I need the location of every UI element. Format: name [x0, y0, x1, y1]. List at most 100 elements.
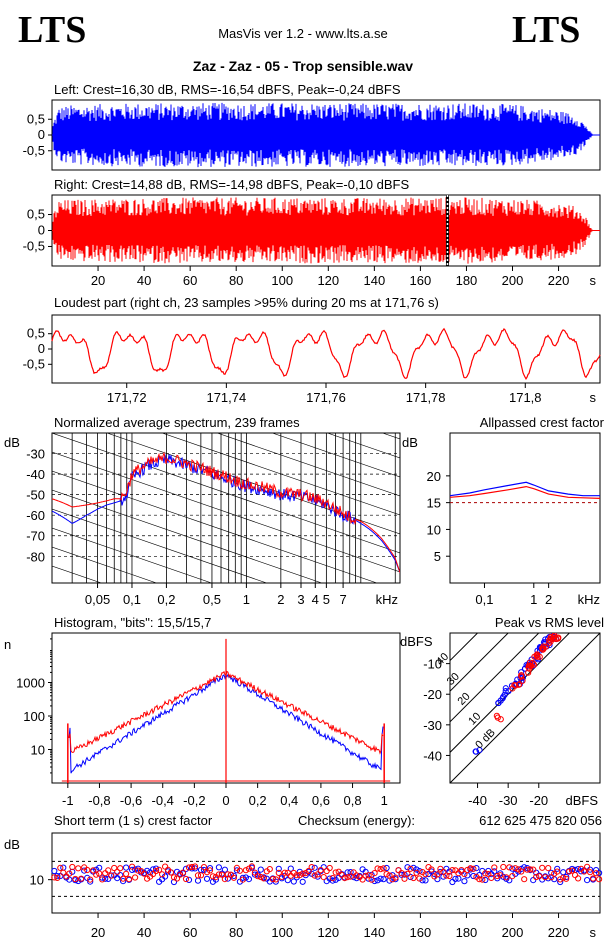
short-term-crest-point: [173, 875, 181, 882]
short-term-crest-point: [503, 874, 510, 881]
short-term-crest-point: [296, 872, 303, 879]
short-term-crest-point: [596, 876, 603, 883]
loudest-part-xtick-label: 171,8: [509, 390, 542, 405]
right-waveform-xtick-label: 160: [410, 273, 432, 288]
short-term-crest-point: [452, 875, 459, 883]
short-term-crest-point: [60, 869, 67, 876]
allpassed-crest-xlabel: kHz: [578, 592, 600, 607]
short-term-crest-point: [179, 869, 187, 876]
short-term-crest-point: [75, 865, 82, 872]
histogram-xtick-label: -0,4: [152, 793, 174, 808]
short-term-crest-point: [482, 876, 489, 884]
short-term-crest-point: [69, 863, 76, 871]
short-term-crest-point: [563, 873, 570, 881]
short-term-crest-point: [566, 868, 573, 875]
short-term-crest-point: [266, 866, 273, 873]
short-term-crest-point: [479, 876, 486, 883]
short-term-crest-point: [401, 871, 408, 878]
histogram-ytick-label: 10: [31, 742, 45, 757]
short-term-crest-point: [329, 875, 336, 882]
allpassed-crest-xtick-label: 2: [545, 592, 552, 607]
short-term-crest-point: [99, 874, 106, 881]
short-term-crest-point: [374, 877, 381, 884]
short-term-crest-xtick-label: 200: [502, 925, 524, 940]
right-waveform-xtick-label: 80: [229, 273, 243, 288]
spectrum-slope-line: [271, 433, 400, 478]
short-term-crest-point: [108, 872, 115, 879]
spectrum-xtick-label: 7: [339, 592, 346, 607]
short-term-crest-point: [560, 874, 567, 881]
short-term-crest-point: [449, 867, 456, 874]
right-waveform-xlabel: s: [590, 273, 597, 288]
short-term-crest-point: [446, 868, 453, 875]
short-term-crest-xtick-label: 40: [137, 925, 151, 940]
short-term-crest-point: [494, 872, 501, 880]
short-term-crest-point: [440, 868, 447, 875]
short-term-crest-point: [416, 868, 423, 875]
short-term-crest-point: [458, 867, 465, 874]
short-term-crest-point: [509, 873, 516, 880]
short-term-crest-point: [554, 865, 561, 872]
short-term-crest-point: [111, 864, 118, 872]
spectrum-xtick-label: 2: [277, 592, 284, 607]
short-term-crest-point: [120, 875, 127, 882]
left-waveform-ytick-label: -0,5: [23, 143, 45, 158]
allpassed-crest-series-line: [449, 481, 600, 497]
left-waveform-ytick-label: 0,5: [27, 111, 45, 126]
spectrum-slope-line: [326, 433, 400, 459]
short-term-crest-point: [153, 865, 160, 872]
short-term-crest-point: [404, 870, 411, 877]
short-term-crest-point: [311, 872, 318, 879]
short-term-crest-point: [230, 872, 237, 880]
short-term-crest-point: [380, 876, 387, 883]
short-term-crest-point: [365, 872, 372, 879]
short-term-crest-point: [215, 871, 222, 878]
short-term-crest-point: [431, 870, 438, 878]
short-term-crest-point: [521, 876, 528, 883]
short-term-crest-point: [422, 877, 429, 884]
short-term-crest-point: [584, 863, 591, 870]
left-waveform-ytick-label: 0: [38, 127, 45, 142]
short-term-crest-point: [389, 876, 396, 883]
peak-vs-rms-point: [500, 693, 507, 700]
peak-vs-rms-point: [515, 681, 522, 688]
short-term-crest-point: [323, 867, 330, 875]
short-term-crest-point: [230, 874, 237, 881]
short-term-crest-point: [117, 872, 124, 879]
short-term-crest-point: [105, 867, 112, 874]
short-term-crest-point: [377, 866, 384, 873]
short-term-crest-point: [257, 873, 264, 881]
short-term-crest-point: [542, 874, 549, 881]
short-term-crest-point: [299, 870, 306, 877]
short-term-crest-xtick-label: 60: [183, 925, 197, 940]
short-term-crest-point: [368, 876, 375, 883]
short-term-crest-xtick-label: 120: [317, 925, 339, 940]
short-term-crest-point: [413, 866, 420, 873]
short-term-crest-point: [275, 865, 282, 872]
short-term-crest-point: [81, 867, 88, 874]
short-term-crest-point: [272, 876, 279, 883]
peak-vs-rms-point: [512, 680, 519, 687]
short-term-crest-xtick-label: 20: [91, 925, 105, 940]
short-term-crest-point: [114, 868, 121, 876]
short-term-crest-point: [347, 873, 354, 880]
spectrum-grid: [52, 433, 400, 583]
short-term-crest-point: [182, 865, 190, 873]
short-term-crest-point: [392, 874, 399, 881]
peak-vs-rms-point: [521, 665, 529, 672]
spectrum-ytick-label: -30: [26, 447, 45, 462]
spectrum-frame: [51, 432, 401, 584]
short-term-crest-point: [482, 870, 489, 877]
peak-vs-rms-ytick-label: -20: [423, 687, 442, 702]
spectrum-ytick-label: -40: [26, 467, 45, 482]
short-term-crest-point: [488, 874, 495, 882]
right-waveform-ytick-label: 0,5: [27, 207, 45, 222]
short-term-crest-point: [491, 868, 498, 875]
spectrum-slope-line: [52, 451, 400, 573]
short-term-crest-point: [584, 877, 591, 884]
allpassed-crest-series-line: [449, 485, 601, 499]
short-term-crest-ylabel: dB: [4, 837, 20, 852]
peak-vs-rms-point: [542, 643, 549, 650]
loudest-part-xtick-label: 171,74: [206, 390, 246, 405]
peak-vs-rms-point: [518, 672, 525, 679]
